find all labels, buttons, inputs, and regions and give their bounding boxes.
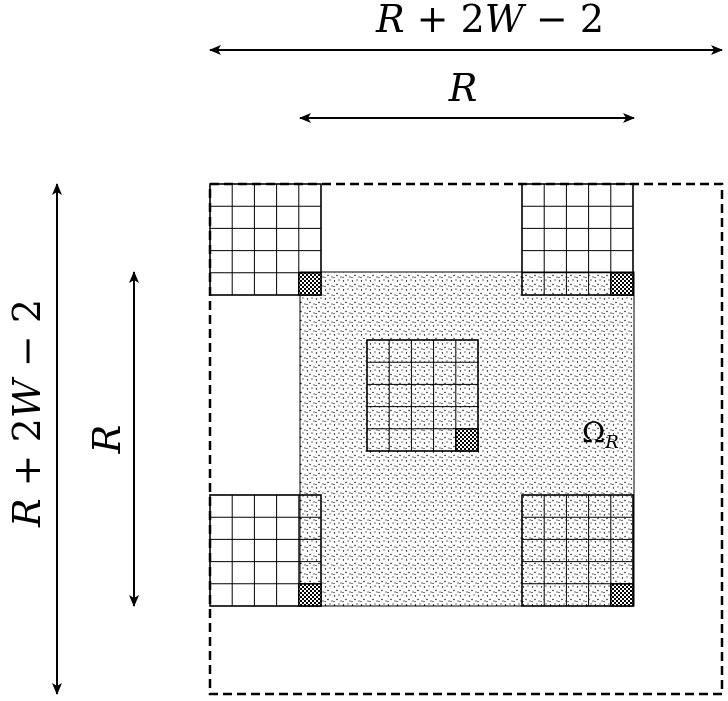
grid-bottom-left bbox=[209, 494, 322, 607]
window-grids bbox=[209, 183, 634, 607]
grid-border bbox=[366, 339, 479, 452]
grid-center bbox=[366, 339, 479, 452]
outer-width-label: R + 2W − 2 bbox=[375, 0, 604, 41]
grid-border bbox=[209, 183, 322, 296]
grid-top-left bbox=[209, 183, 322, 296]
grid-border bbox=[209, 494, 322, 607]
outer-height-label: R + 2W − 2 bbox=[5, 299, 49, 528]
checkered-cell bbox=[454, 427, 479, 452]
grid-border bbox=[521, 183, 634, 296]
region-label: ΩR bbox=[582, 416, 619, 453]
grid-bottom-right bbox=[521, 494, 634, 607]
grid-border bbox=[521, 494, 634, 607]
inner-height-label: R bbox=[85, 425, 129, 455]
checkered-cell bbox=[297, 271, 322, 296]
grid-top-right bbox=[521, 183, 634, 296]
outer-dashed-boundary bbox=[208, 182, 724, 696]
checkered-cell bbox=[297, 582, 322, 607]
checkered-cell bbox=[609, 271, 634, 296]
inner-width-label: R bbox=[448, 66, 478, 110]
checkered-cell bbox=[609, 582, 634, 607]
